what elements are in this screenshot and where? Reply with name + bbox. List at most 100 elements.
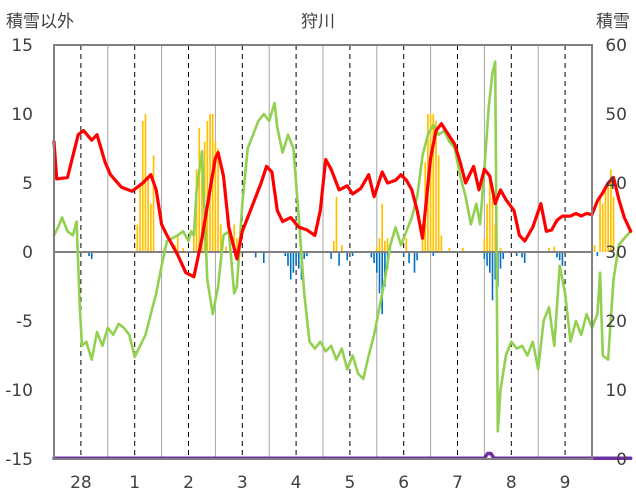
precipitation-bar-55 [604, 189, 607, 252]
precipitation-bar-41 [440, 235, 443, 252]
precipitation-bar-4 [147, 176, 149, 252]
precipitation-bar-25 [332, 241, 335, 252]
precipitation-bar-1 [139, 183, 141, 252]
precipitation-bar-50 [548, 247, 550, 252]
precipitation-bar-30 [381, 203, 383, 252]
snow_change-bar-33 [494, 252, 496, 280]
snow_change-bar-3 [263, 252, 265, 263]
snow_change-bar-2 [254, 252, 257, 258]
snow_change-bar-5 [287, 252, 289, 266]
snow_change-bar-26 [413, 252, 416, 273]
snow_change-bar-0 [88, 252, 90, 257]
right-tick-label-0: 60 [605, 36, 627, 56]
precipitation-bar-58 [612, 196, 615, 252]
snow_change-bar-24 [402, 252, 405, 257]
precipitation-bar-13 [198, 127, 201, 252]
left-axis-label: 積雪以外 [6, 12, 74, 32]
precipitation-bar-54 [601, 203, 604, 252]
precipitation-bar-57 [610, 169, 612, 252]
snow_change-bar-28 [432, 252, 435, 257]
left-tick-label-4: -5 [16, 312, 33, 332]
precipitation-bar-48 [494, 224, 496, 252]
right-tick-label-1: 50 [605, 105, 627, 125]
snow_change-bar-6 [289, 252, 292, 280]
precipitation-bar-47 [491, 196, 494, 252]
precipitation-bar-6 [152, 155, 155, 252]
snow_change-bar-18 [373, 252, 375, 263]
precipitation-bar-29 [378, 238, 381, 252]
snow_change-bar-39 [523, 252, 526, 263]
snow_change-bar-19 [376, 252, 378, 273]
x-tick-label-6: 6 [398, 473, 409, 493]
precipitation-bar-51 [553, 246, 556, 252]
right-tick-label-2: 40 [605, 174, 627, 194]
plot-area-border [53, 44, 593, 460]
precipitation-bar-14 [201, 162, 203, 252]
left-axis-ticks: 15 10 5 0 -5 -10 -15 [5, 36, 33, 470]
precipitation-bar-21 [219, 224, 222, 252]
x-tick-label-0: 28 [70, 473, 92, 493]
precipitation-bar-40 [437, 155, 440, 252]
precipitation-bar-27 [341, 245, 343, 252]
precipitation-bar-53 [599, 196, 601, 252]
x-tick-label-2: 2 [183, 473, 194, 493]
precipitation-bar-22 [225, 246, 227, 252]
snow_change-bar-9 [298, 252, 300, 269]
x-tick-label-3: 3 [237, 473, 248, 493]
snow_change-bar-41 [558, 252, 561, 261]
snow_change-bar-29 [483, 252, 486, 259]
precipitation-bar-32 [386, 238, 389, 252]
snow_change-bar-27 [416, 252, 418, 261]
right-tick-label-5: 10 [605, 381, 627, 401]
precipitation-bar-5 [150, 203, 152, 252]
precipitation-bar-16 [206, 120, 209, 253]
snow_change-bar-37 [515, 252, 518, 257]
right-tick-label-3: 30 [605, 243, 627, 263]
right-tick-label-6: 0 [616, 450, 627, 470]
precipitation-bar-26 [335, 196, 338, 252]
precipitation-bar-10 [182, 247, 184, 252]
snow_change-bar-31 [489, 252, 491, 273]
precipitation-bar-19 [214, 141, 217, 252]
left-tick-label-6: -15 [5, 450, 33, 470]
precipitation-bar-28 [375, 246, 378, 252]
precipitation-bar-20 [217, 148, 219, 252]
snow_change-bar-20 [378, 252, 381, 294]
precipitation-bar-39 [435, 120, 437, 253]
snow_change-bar-7 [292, 252, 295, 273]
snow_change-bar-22 [384, 252, 386, 287]
precipitation-bar-9 [176, 235, 179, 252]
snow_change-bar-38 [521, 252, 523, 258]
snow_change-bar-43 [596, 252, 599, 257]
right-axis-ticks: 60 50 40 30 20 10 0 [605, 36, 627, 470]
snow_change-bar-32 [491, 252, 494, 301]
x-tick-label-5: 5 [344, 473, 355, 493]
snow_change-bar-13 [330, 252, 332, 259]
precipitation-bar-37 [429, 114, 432, 252]
x-axis-ticks: 28 1 2 3 4 5 6 7 8 9 [70, 473, 570, 493]
snow_change-bar-15 [346, 252, 348, 261]
precipitation-bar-45 [486, 203, 488, 252]
x-tick-label-1: 1 [129, 473, 140, 493]
snow_change-bar-12 [306, 252, 308, 257]
precipitation-bar-2 [141, 120, 144, 253]
precipitation-bar-38 [432, 114, 435, 252]
precipitation-bar-24 [236, 238, 238, 252]
green_series-line [52, 60, 632, 433]
snow_change-bar-30 [486, 252, 488, 266]
snow_change-bar-16 [351, 252, 354, 257]
snow_change-bar-4 [284, 252, 287, 257]
snow_change-bar-17 [370, 252, 373, 258]
left-tick-label-3: 0 [22, 243, 33, 263]
left-tick-label-2: 5 [22, 174, 33, 194]
precipitation-bar-52 [593, 245, 596, 252]
snow_change-bar-21 [381, 252, 383, 315]
precipitation-bar-33 [405, 238, 408, 252]
snow_change-bar-36 [502, 252, 504, 259]
temperature-line [52, 122, 633, 279]
precipitation-bar-11 [193, 231, 195, 252]
x-tick-label-4: 4 [291, 473, 302, 493]
precipitation-bar-49 [499, 247, 502, 252]
